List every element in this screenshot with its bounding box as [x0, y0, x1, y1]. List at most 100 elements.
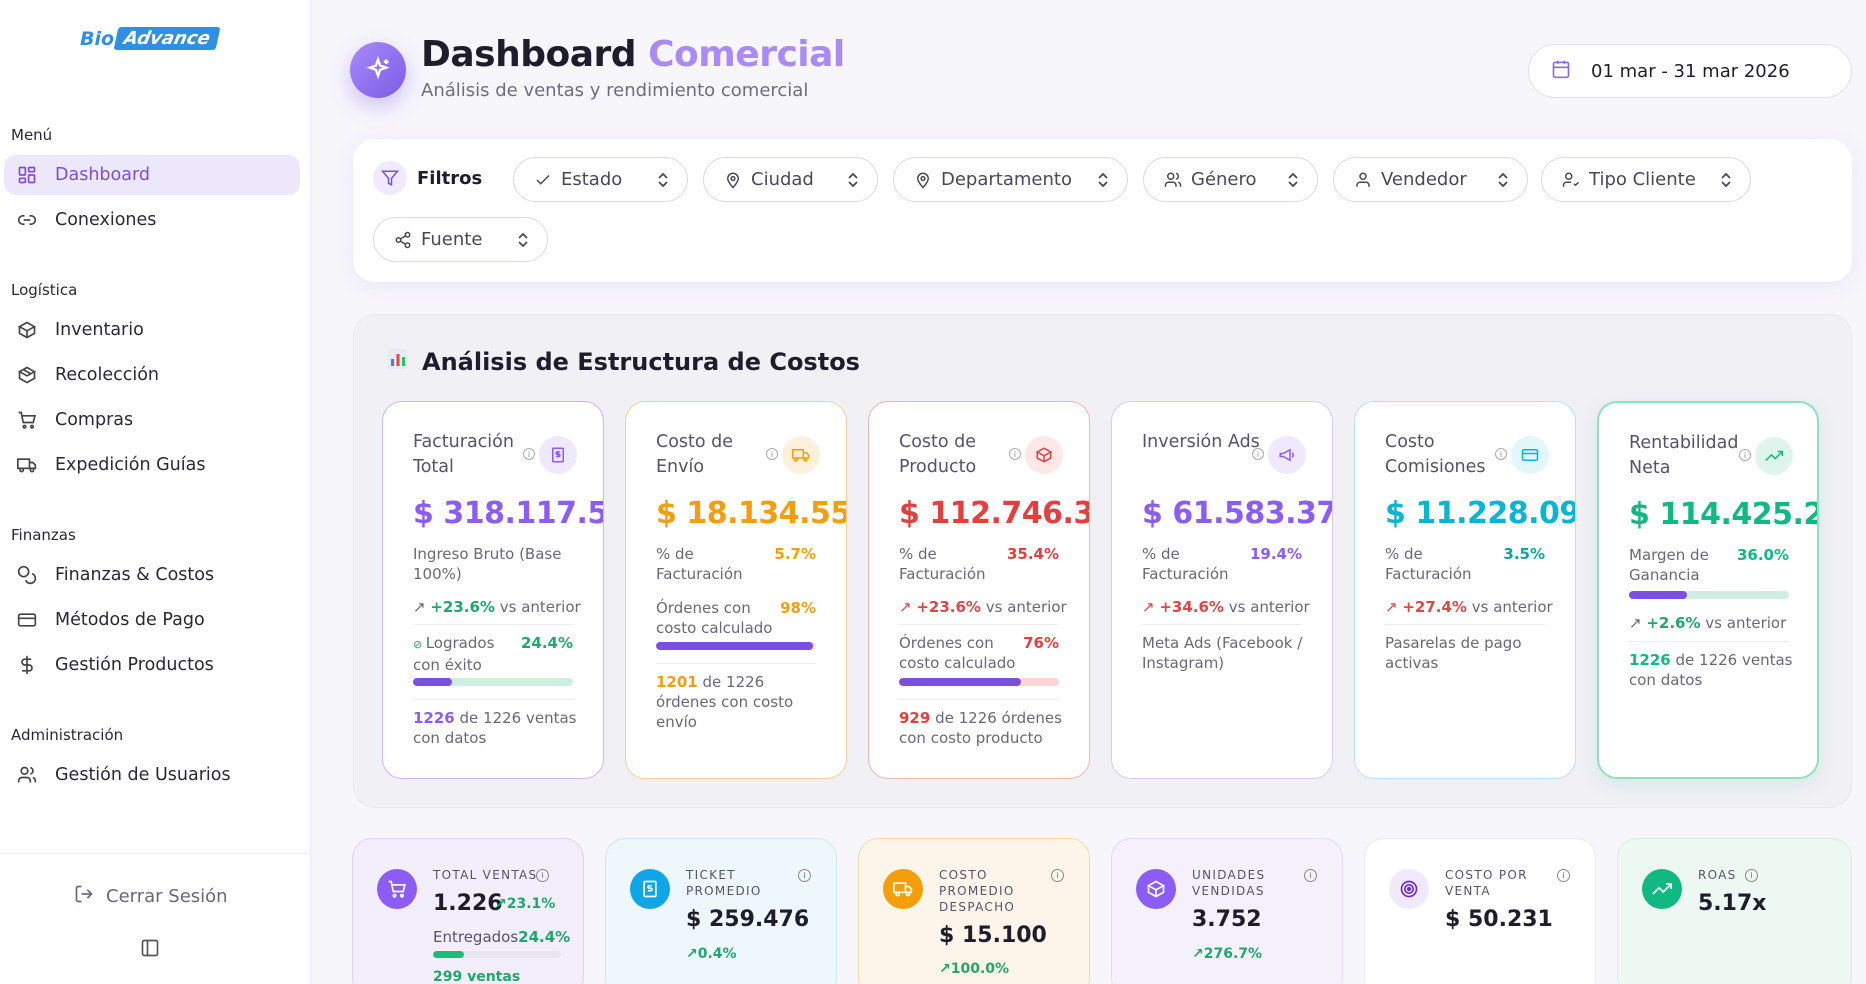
sparkles-icon [350, 42, 406, 98]
info-icon[interactable]: i [1745, 869, 1758, 882]
bar-chart-icon [386, 347, 410, 377]
kpi-progress-fill [433, 951, 465, 958]
sidebar-item-finanzas-costos[interactable]: Finanzas & Costos [4, 555, 300, 595]
coins-icon [16, 564, 38, 586]
info-icon[interactable]: i [523, 448, 535, 460]
page-subtitle: Análisis de ventas y rendimiento comerci… [421, 80, 809, 101]
cost-card-trend: ↗ +2.6% vs anterior [1629, 614, 1787, 632]
trend-text: vs anterior [1228, 598, 1310, 616]
link-icon [16, 209, 38, 231]
kpi-label: TICKET PROMEDIO [686, 868, 762, 898]
cost-card-row1: Margen de Ganancia 36.0% [1629, 545, 1789, 585]
info-icon[interactable]: i [1304, 869, 1317, 882]
sidebar-item-metodos-pago[interactable]: Métodos de Pago [4, 600, 300, 640]
info-icon[interactable]: i [1557, 869, 1570, 882]
divider [1629, 641, 1789, 642]
cost-card-value: $ 11.228.099 [1385, 496, 1575, 531]
sidebar-item-label: Recolección [55, 365, 160, 385]
foot-num: 929 [899, 709, 931, 727]
page-title: Dashboard Comercial [421, 34, 845, 75]
sidebar-item-label: Compras [55, 410, 134, 430]
filter-tipo-cliente[interactable]: Tipo Cliente [1541, 157, 1751, 202]
sidebar-item-recoleccion[interactable]: Recolección [4, 355, 300, 395]
cost-card-foot: Pasarelas de pago activas [1385, 634, 1522, 672]
sidebar-item-inventario[interactable]: Inventario [4, 310, 300, 350]
info-icon[interactable]: i [1009, 448, 1021, 460]
info-icon[interactable]: i [798, 869, 811, 882]
filter-departamento[interactable]: Departamento [893, 157, 1128, 202]
info-icon[interactable]: i [1252, 448, 1264, 460]
cost-card-row2: ⊘ Logrados con éxito 24.4% [413, 633, 573, 675]
trend-pct: +27.4% [1402, 598, 1467, 616]
row-val: 19.4% [1249, 545, 1302, 563]
cost-card-row2: Órdenes con costo calculado 98% [656, 598, 816, 638]
map-pin-icon [724, 171, 742, 189]
logout-label: Cerrar Sesión [106, 886, 228, 907]
trend-text: vs anterior [1471, 598, 1553, 616]
sidebar-item-dashboard[interactable]: Dashboard [4, 155, 300, 195]
sidebar-item-label: Inventario [55, 320, 144, 340]
cost-card-ads: Inversión Ads i $ 61.583.371 % de Factur… [1111, 401, 1333, 779]
kpi-value: $ 15.100 [939, 923, 1047, 948]
truck-icon [883, 869, 923, 909]
sidebar-collapse-icon[interactable] [140, 938, 162, 958]
cost-card-envio: Costo de Envío i $ 18.134.557 % de Factu… [625, 401, 847, 779]
foot-text: de 1226 ventas con datos [1629, 651, 1793, 689]
filter-ciudad[interactable]: Ciudad [703, 157, 878, 202]
cost-card-value: $ 318.117.550 [413, 496, 603, 531]
info-icon[interactable]: i [1495, 448, 1507, 460]
cost-card-row1: % de Facturación 3.5% [1385, 544, 1545, 584]
row-val: 5.7% [774, 545, 816, 563]
sidebar-item-conexiones[interactable]: Conexiones [4, 200, 300, 240]
cost-card-foot: 929 de 1226 órdenes con costo producto [899, 708, 1064, 748]
section-administracion: Administración [11, 726, 124, 744]
truck-icon [16, 454, 38, 476]
kpi-costo-promedio-despacho: COSTO PROMEDIO DESPACHO i $ 15.100 ↗100.… [858, 838, 1090, 984]
kpi-sub-value: 24.4% [518, 928, 571, 946]
info-icon[interactable]: i [766, 448, 778, 460]
filter-fuente[interactable]: Fuente [373, 217, 548, 262]
cost-card-value: $ 114.425.223 [1629, 497, 1817, 532]
info-icon[interactable]: i [1051, 869, 1064, 882]
filter-estado[interactable]: Estado [513, 157, 688, 202]
sidebar-item-label: Métodos de Pago [55, 610, 205, 630]
row-key-text: Logrados con éxito [413, 634, 495, 674]
filter-icon [373, 161, 407, 195]
kpi-delta: ↗0.4% [686, 946, 737, 962]
kpi-value: 1.226 [433, 891, 503, 916]
info-icon[interactable]: i [1739, 449, 1751, 461]
divider [1142, 624, 1302, 625]
chevron-updown-icon [517, 232, 529, 248]
kpi-label: UNIDADES VENDIDAS [1192, 868, 1266, 898]
check-circle-icon: ⊘ [413, 638, 426, 651]
cost-card-title: Inversión Ads [1142, 432, 1260, 452]
brand-part1: Bio [80, 27, 115, 50]
progress-bar [899, 678, 1059, 686]
page-title-part2: Comercial [648, 34, 845, 75]
section-logistica: Logística [11, 281, 78, 299]
row-val: 35.4% [1006, 545, 1059, 563]
sidebar-item-expedicion-guias[interactable]: Expedición Guías [4, 445, 300, 485]
date-range-picker[interactable]: 01 mar - 31 mar 2026 [1528, 44, 1852, 98]
filter-genero[interactable]: Género [1143, 157, 1318, 202]
brand-part2: Advance [113, 27, 221, 50]
cost-card-foot: 1226 de 1226 ventas con datos [1629, 650, 1794, 690]
sidebar-item-compras[interactable]: Compras [4, 400, 300, 440]
row-key: ⊘ Logrados con éxito [413, 633, 521, 675]
cost-card-row1: % de Facturación 19.4% [1142, 544, 1302, 584]
brand-logo[interactable]: Bio Advance [80, 27, 221, 50]
filter-vendedor[interactable]: Vendedor [1333, 157, 1528, 202]
users-icon [1164, 171, 1182, 189]
sidebar-item-gestion-usuarios[interactable]: Gestión de Usuarios [4, 755, 300, 795]
cost-card-facturacion: Facturación Total i $ 318.117.550 Ingres… [382, 401, 604, 779]
row-val: 3.5% [1503, 545, 1545, 563]
progress-fill [899, 678, 1021, 686]
kpi-label: COSTO PROMEDIO DESPACHO [939, 868, 1016, 914]
date-range-label: 01 mar - 31 mar 2026 [1591, 60, 1790, 82]
logout-button[interactable]: Cerrar Sesión [74, 884, 228, 909]
info-icon[interactable]: i [536, 869, 549, 882]
kpi-delta: ↗23.1% [495, 896, 556, 912]
sidebar-item-gestion-productos[interactable]: Gestión Productos [4, 645, 300, 685]
progress-bar [656, 642, 816, 650]
share-icon [394, 231, 412, 249]
